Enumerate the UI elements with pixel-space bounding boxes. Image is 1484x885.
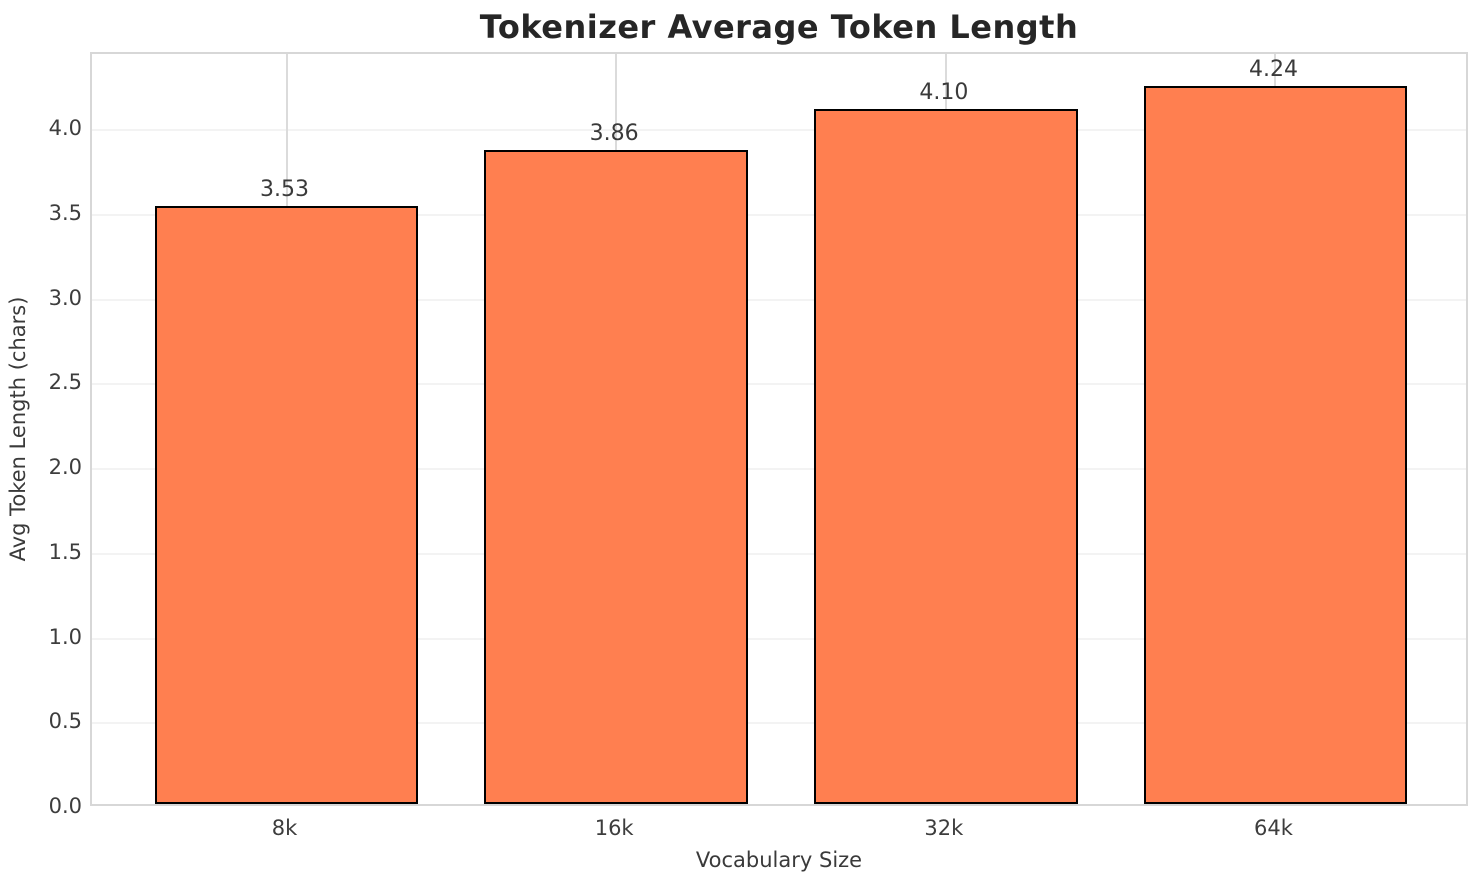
bar-64k: [1143, 85, 1408, 804]
x-axis-label: Vocabulary Size: [695, 848, 863, 872]
y-gridline: [92, 637, 1466, 640]
y-tick-label: 3.0: [48, 285, 82, 310]
bar-value-label: 3.86: [589, 120, 639, 146]
y-tick-label: 0.5: [48, 709, 82, 734]
y-tick-label: 0.0: [48, 794, 82, 818]
bar-8k: [154, 205, 419, 804]
x-tick-label: 8k: [271, 816, 298, 840]
bar-value-label: 3.53: [260, 176, 309, 202]
y-tick-label: 1.0: [48, 624, 82, 649]
y-gridline: [92, 298, 1466, 301]
x-tick-label: 16k: [594, 816, 634, 840]
y-gridline: [92, 468, 1466, 471]
y-tick-label: 2.5: [48, 370, 82, 395]
plot-area: [90, 52, 1468, 806]
bar-32k: [813, 109, 1078, 804]
chart-title: Tokenizer Average Token Length: [479, 8, 1079, 46]
y-gridline: [92, 552, 1466, 555]
y-tick-label: 3.5: [48, 200, 82, 225]
y-tick-label: 2.0: [48, 455, 82, 480]
x-tick-label: 64k: [1254, 816, 1293, 840]
y-gridline: [92, 213, 1466, 216]
y-gridline: [92, 129, 1466, 132]
bar-16k: [484, 149, 749, 804]
x-tick-label: 32k: [924, 816, 964, 840]
y-gridline: [92, 383, 1466, 386]
y-tick-label: 4.0: [48, 116, 82, 141]
y-axis-label: Avg Token Length (chars): [6, 296, 30, 562]
y-gridline: [92, 722, 1466, 725]
bar-value-label: 4.10: [919, 80, 969, 106]
y-tick-label: 1.5: [48, 539, 82, 564]
bar-value-label: 4.24: [1248, 56, 1298, 82]
